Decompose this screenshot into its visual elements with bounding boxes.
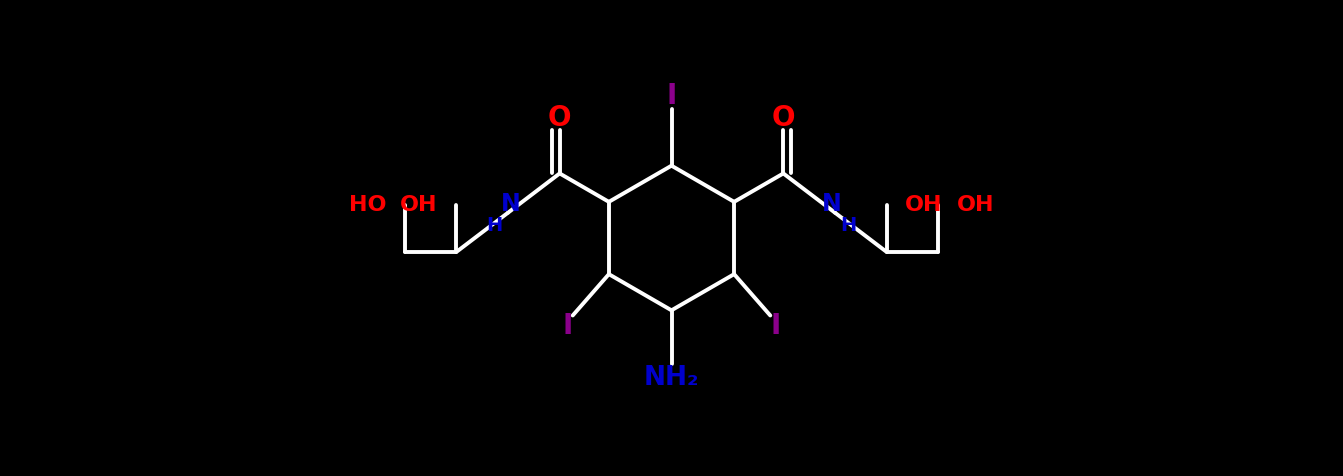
Text: I: I: [771, 312, 780, 340]
Text: N: N: [501, 192, 521, 217]
Text: I: I: [666, 82, 677, 110]
Text: I: I: [563, 312, 572, 340]
Text: N: N: [822, 192, 842, 217]
Text: H: H: [841, 216, 857, 235]
Text: O: O: [772, 104, 795, 132]
Text: HO: HO: [349, 196, 385, 216]
Text: OH: OH: [958, 196, 994, 216]
Text: OH: OH: [400, 196, 438, 216]
Text: H: H: [486, 216, 502, 235]
Text: NH₂: NH₂: [643, 366, 700, 391]
Text: OH: OH: [905, 196, 943, 216]
Text: O: O: [548, 104, 571, 132]
